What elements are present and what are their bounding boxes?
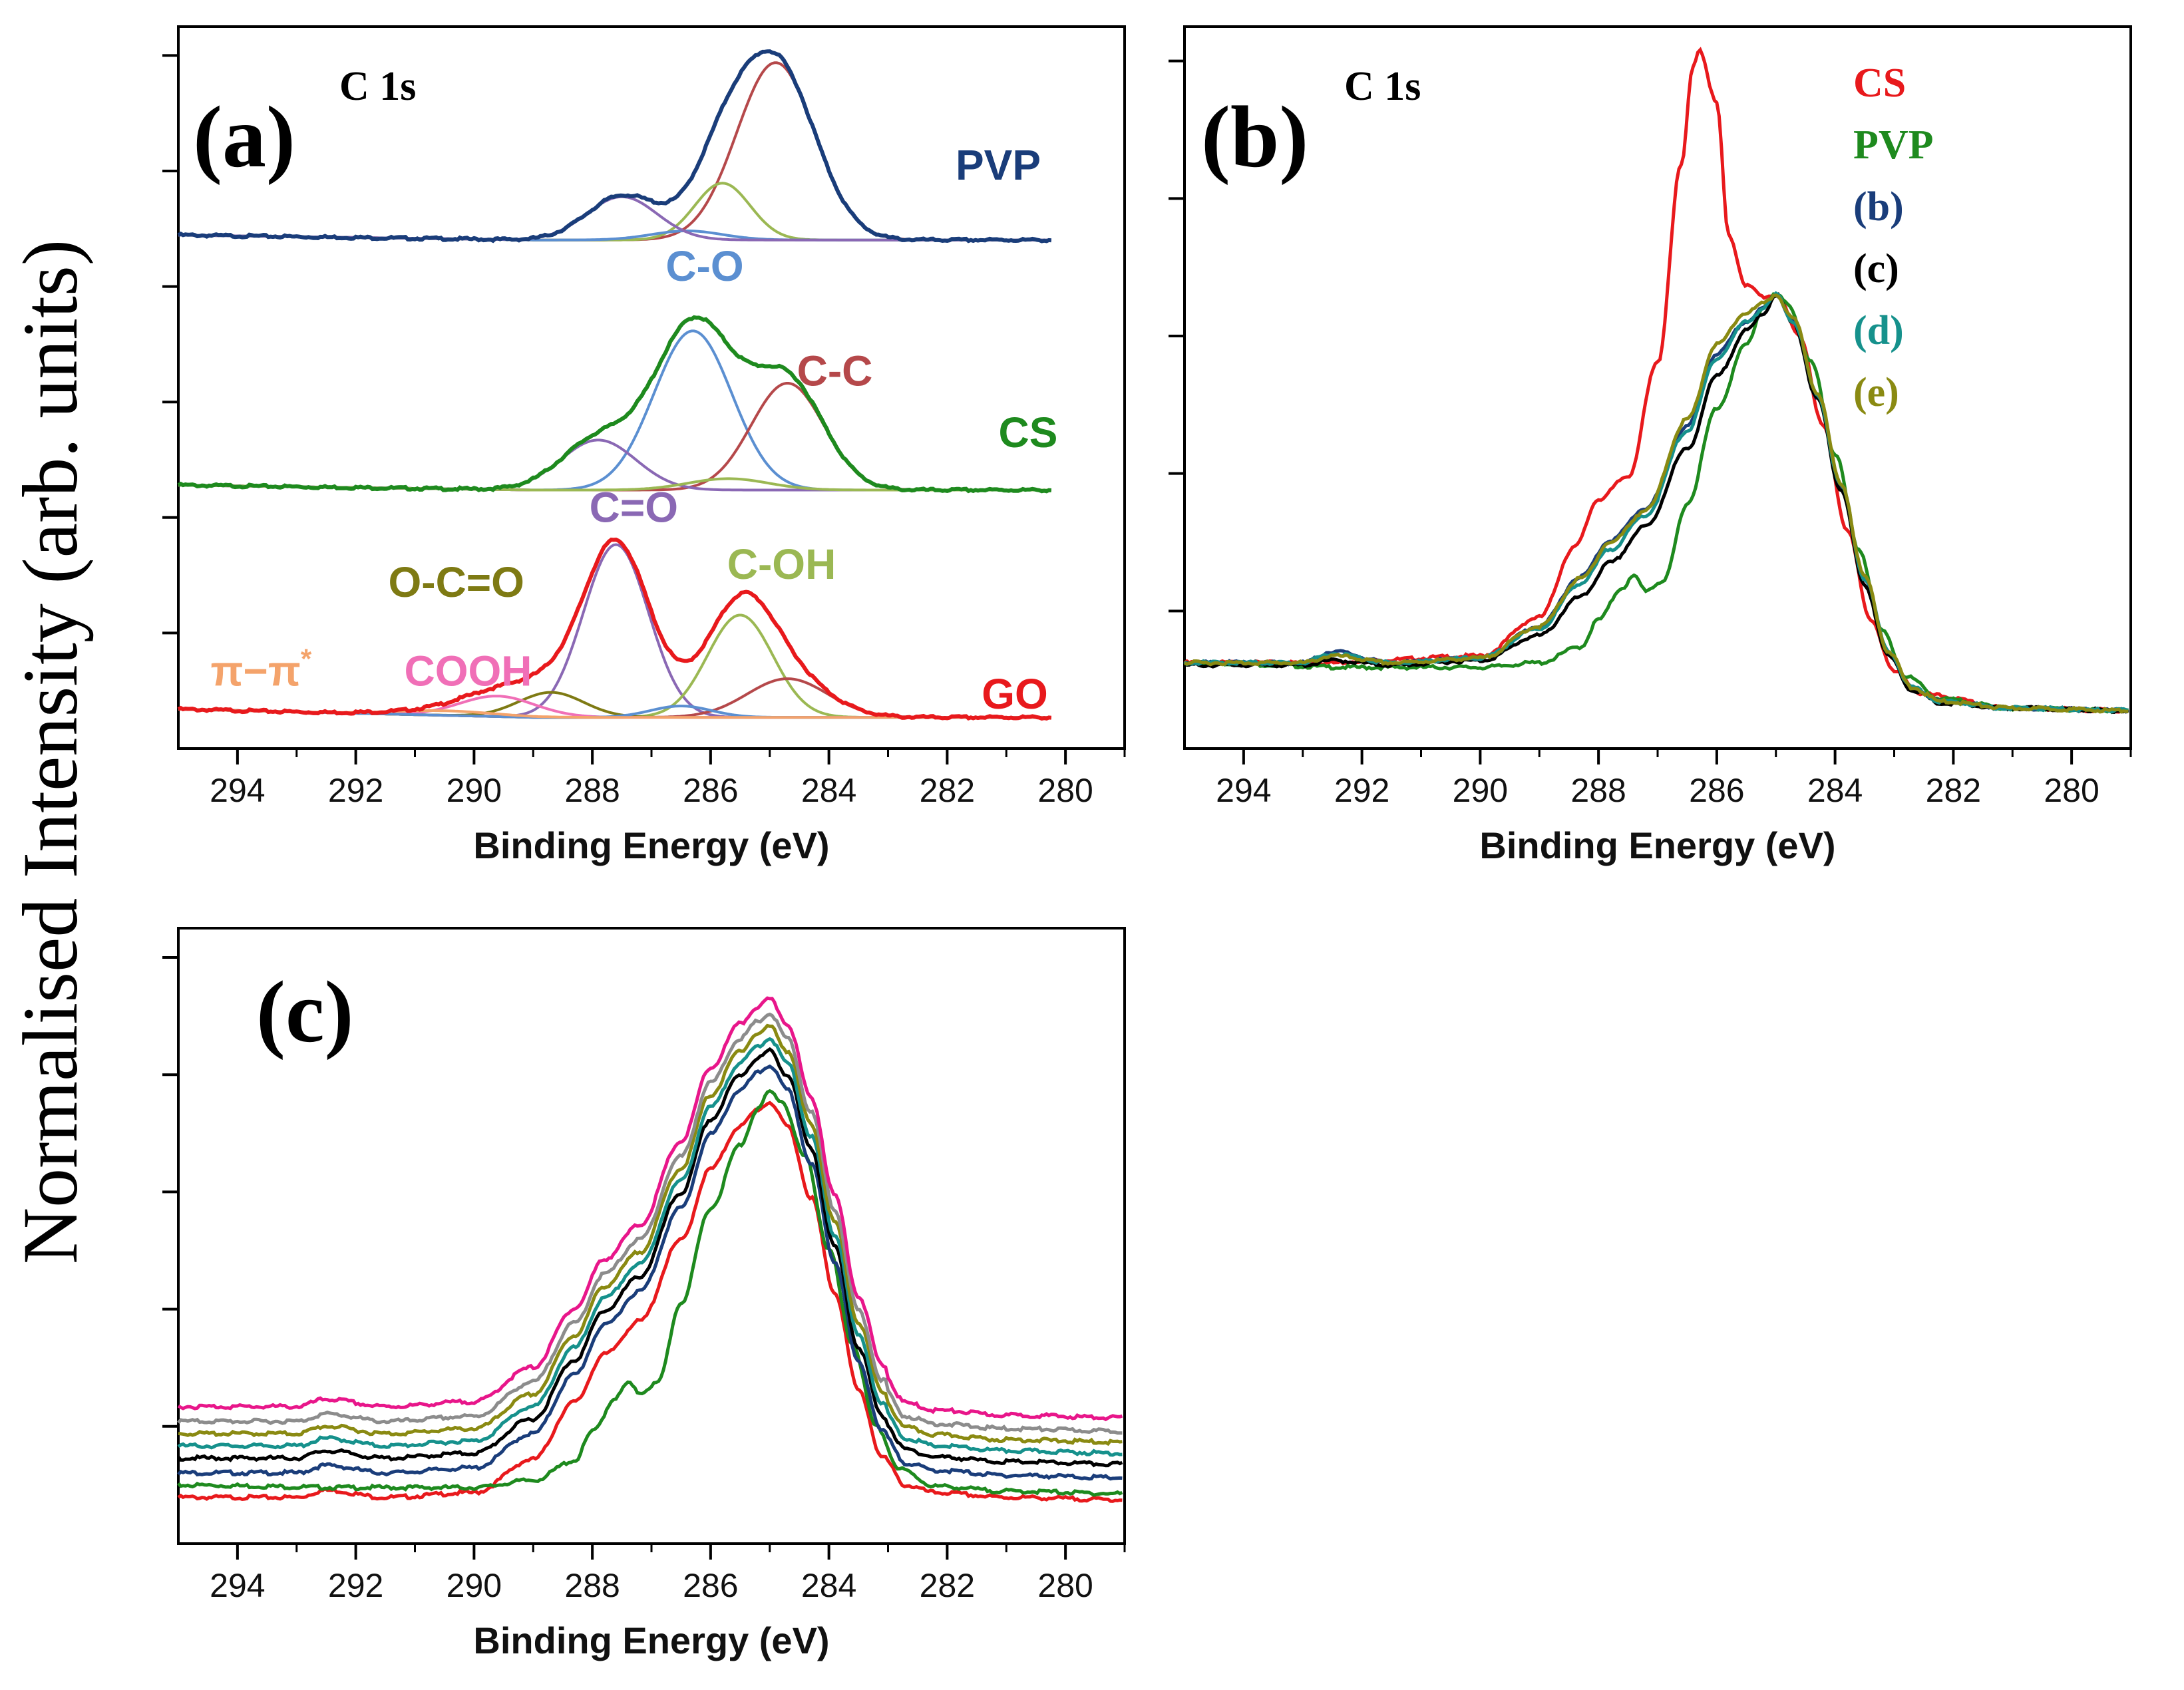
x-tick-label: 284 [801, 1567, 856, 1604]
x-tick-label: 284 [801, 772, 856, 809]
peak-cs-co [178, 438, 1051, 492]
peak-cs-cc [178, 382, 1051, 492]
peak-go-co [178, 543, 1051, 719]
x-tick-label: 288 [564, 1567, 620, 1604]
series-blue-line [177, 1064, 1123, 1481]
x-tick-label: 286 [1689, 772, 1744, 809]
legend-entry: (e) [1853, 370, 1899, 415]
series-olive-line [178, 1023, 1123, 1446]
x-tick-label: 286 [683, 1567, 738, 1604]
x-tick-label: 288 [564, 772, 620, 809]
peak-pvp-co [178, 195, 1051, 242]
x-tick-label: 290 [1453, 772, 1508, 809]
x-tick-label: 288 [1570, 772, 1626, 809]
legend-entry: (c) [1853, 246, 1899, 291]
component-label: π−π* [211, 643, 312, 695]
series-black-line [177, 1047, 1123, 1468]
stack-label-go: GO [982, 670, 1048, 718]
x-tick-label: 280 [1037, 1567, 1093, 1604]
x-tick-label: 292 [1334, 772, 1389, 809]
panel-label: (b) [1201, 88, 1308, 186]
x-tick-label: 290 [447, 1567, 502, 1604]
panel-label: (a) [193, 88, 295, 186]
series-magenta-line [177, 996, 1123, 1422]
x-tick-label: 290 [447, 772, 502, 809]
component-label: O-C=O [388, 558, 524, 606]
inset-title: C 1s [1344, 64, 1421, 109]
x-axis-title: Binding Energy (eV) [1479, 824, 1835, 866]
legend-entry: (b) [1853, 184, 1904, 230]
x-tick-label: 280 [1037, 772, 1093, 809]
component-label-text: O-C=O [388, 558, 524, 606]
series-e-line [1184, 293, 2129, 714]
x-tick-label: 294 [1216, 772, 1271, 809]
stack-label-pvp: PVP [956, 141, 1041, 189]
peak-pvp-coh [178, 182, 1051, 242]
series-cs-line [1183, 47, 2129, 714]
x-tick-label: 282 [920, 1567, 975, 1604]
inset-title: C 1s [339, 64, 416, 109]
component-label: C-OH [727, 540, 836, 588]
x-tick-label: 282 [1926, 772, 1981, 809]
series-green-line [177, 1089, 1123, 1497]
envelope-go [177, 538, 1052, 721]
legend-entry: CS [1853, 61, 1906, 106]
peak-pvp-cc [178, 61, 1051, 242]
x-tick-label: 294 [210, 772, 265, 809]
component-label-text: π−π [211, 647, 301, 695]
envelope-cs [177, 315, 1052, 494]
panel-a: 294 292 290 288 286 284 282 280 Binding Energy (… [162, 25, 1126, 866]
component-label-text: COOH [404, 647, 532, 695]
series-gray-line [177, 1012, 1123, 1435]
component-label-text: C-O [665, 242, 743, 290]
legend-entry: PVP [1853, 122, 1934, 168]
plot-frame [1183, 25, 2132, 750]
panel-c: 294 292 290 288 286 284 282 280 Binding Energy (… [162, 927, 1126, 1661]
legend-entry: (d) [1853, 308, 1904, 353]
x-tick-label: 292 [328, 1567, 383, 1604]
series-red-line [177, 1100, 1123, 1503]
x-axis-title: Binding Energy (eV) [473, 1619, 829, 1661]
component-label: C-C [797, 347, 873, 395]
x-tick-label: 280 [2044, 772, 2099, 809]
x-tick-label: 282 [920, 772, 975, 809]
x-tick-label: 292 [328, 772, 383, 809]
x-axis-title: Binding Energy (eV) [473, 824, 829, 866]
panel-label: (c) [256, 963, 354, 1061]
component-label-text: C=O [590, 483, 678, 531]
stack-label-cs: CS [999, 409, 1058, 456]
x-tick-label: 284 [1807, 772, 1863, 809]
component-label: C-O [665, 242, 743, 290]
panel-b: 294 292 290 288 286 284 282 280 Binding Energy (… [1169, 25, 2132, 866]
component-label: C=O [590, 483, 678, 531]
x-tick-label: 286 [683, 772, 738, 809]
peak-cs-co [178, 329, 1051, 492]
y-axis-label: Normalised Intensity (arb. units) [7, 240, 94, 1264]
plot-frame [177, 25, 1126, 750]
component-label-text: C-OH [727, 540, 836, 588]
envelope-pvp [177, 49, 1052, 244]
component-label-text: C-C [797, 347, 873, 395]
x-tick-label: 294 [210, 1567, 265, 1604]
component-label-sup: * [301, 643, 312, 674]
series-teal-line [177, 1037, 1123, 1457]
series-d-line [1183, 291, 2129, 714]
component-label: COOH [404, 647, 532, 695]
